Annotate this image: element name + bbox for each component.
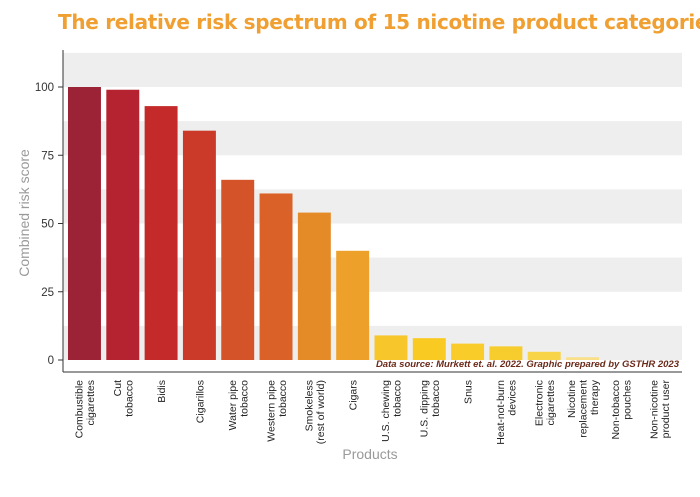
y-tick-label: 50	[41, 219, 54, 231]
y-tick-label: 100	[35, 82, 54, 94]
x-tick-label-line: U.S. chewing	[380, 380, 392, 442]
x-tick-label-line: Combustible	[74, 380, 86, 439]
bar	[259, 193, 293, 360]
bar	[182, 130, 216, 360]
x-tick-label-line: product user	[660, 380, 672, 439]
x-tick-label-line: Snus	[463, 380, 475, 404]
bar	[297, 212, 331, 360]
x-tick-label-line: tobacco	[238, 380, 250, 417]
x-tick-label: Snus	[463, 380, 475, 404]
x-tick-label: Heat-not-burn devices	[495, 380, 519, 445]
bar	[412, 338, 446, 360]
x-tick-label-line: tobacco	[124, 380, 136, 417]
bar	[374, 335, 408, 360]
x-tick-label-line: Bidis	[156, 380, 168, 403]
x-tick-label-line: U.S. dipping	[419, 380, 431, 437]
x-tick-label-line: tobacco	[392, 380, 404, 417]
bar	[566, 357, 600, 360]
y-tick-label: 25	[41, 287, 54, 299]
x-tick-label-line: therapy	[589, 379, 601, 415]
x-tick-label-line: Non-nicotine	[648, 380, 660, 439]
x-tick-label: Cigars	[348, 380, 360, 410]
bar	[144, 106, 178, 360]
x-tick-label: Non-tobacco pouches	[610, 380, 634, 440]
x-tick-label-line: Smokeless	[304, 380, 316, 431]
x-tick-label-line: Non-tobacco	[610, 380, 622, 440]
x-tick-label-line: pouches	[622, 380, 634, 420]
bar	[527, 351, 561, 360]
x-tick-label-line: Cigarillos	[194, 380, 206, 423]
bar	[106, 89, 140, 360]
x-tick-label-line: (rest of world)	[315, 380, 327, 444]
bar	[489, 346, 523, 360]
chart-title: The relative risk spectrum of 15 nicotin…	[58, 10, 700, 34]
x-tick-label: Electronic cigarettes	[533, 380, 557, 426]
x-tick-label: Cut tobacco	[112, 380, 135, 417]
x-tick-label-line: Electronic	[533, 380, 545, 426]
x-tick-label: Non-nicotine product user	[648, 380, 672, 439]
x-tick-label-line: cigarettes	[545, 380, 557, 426]
x-tick-label-line: cigarettes	[85, 380, 97, 426]
x-tick-label: Bidis	[156, 380, 168, 403]
x-tick-label: U.S. dipping tobacco	[419, 380, 443, 437]
x-tick-label-line: Nicotine	[566, 380, 578, 418]
y-axis-title: Combined risk score	[16, 149, 32, 277]
x-tick-label-line: tobacco	[430, 380, 442, 417]
x-tick-label: U.S. chewing tobacco	[380, 380, 404, 442]
data-source-note: Data source: Murkett et. al. 2022. Graph…	[375, 359, 679, 370]
x-tick-label-line: Heat-not-burn	[495, 380, 507, 445]
x-tick-label: Combustible cigarettes	[74, 380, 98, 439]
x-tick-label-line: Cigars	[348, 380, 360, 410]
x-tick-label-line: Cut	[112, 380, 124, 396]
x-tick-label: Nicotine replacement therapy	[566, 379, 601, 438]
x-tick-label-line: replacement	[578, 380, 590, 438]
x-tick-label: Cigarillos	[194, 380, 206, 423]
bar	[336, 250, 370, 360]
x-tick-label: Western pipe tobacco	[265, 380, 289, 442]
x-tick-label: Smokeless (rest of world)	[304, 380, 328, 444]
bar	[221, 179, 255, 360]
y-tick-label: 0	[48, 355, 54, 367]
x-tick-label-line: Western pipe	[265, 380, 277, 442]
bar	[68, 87, 101, 360]
x-tick-label-line: Water pipe	[227, 380, 239, 431]
y-tick-label: 75	[41, 150, 54, 162]
x-tick-label-line: devices	[507, 380, 519, 416]
grid-band	[63, 52, 682, 87]
x-tick-label: Water pipe tobacco	[227, 380, 251, 431]
x-tick-label-line: tobacco	[277, 380, 289, 417]
x-axis-title: Products	[342, 446, 397, 462]
bar	[451, 343, 485, 360]
